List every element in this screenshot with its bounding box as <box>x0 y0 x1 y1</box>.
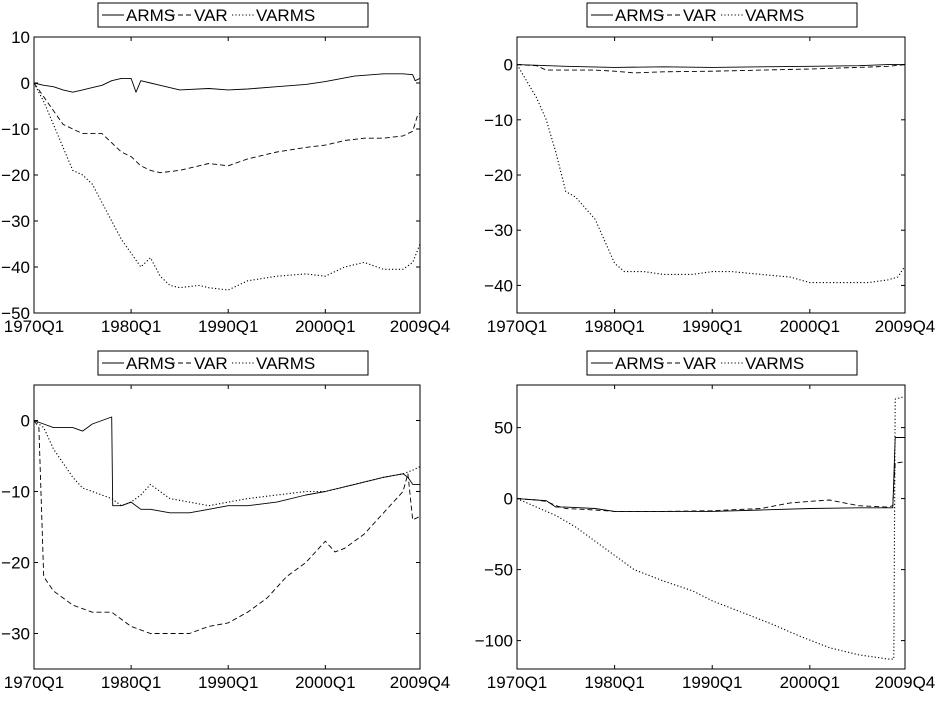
series-group <box>34 416 420 634</box>
x-tick-label: 2000Q1 <box>780 317 841 336</box>
legend-label-varms: VARMS <box>745 6 804 25</box>
y-tick-label: 10 <box>11 28 30 47</box>
y-tick-label: −100 <box>475 632 513 651</box>
y-tick-label: −20 <box>1 166 30 185</box>
x-tick-label: 2000Q1 <box>780 673 841 692</box>
series-line-var <box>517 461 905 512</box>
legend-label-var: VAR <box>194 354 228 373</box>
y-tick-label: 0 <box>21 412 30 431</box>
y-tick-label: −50 <box>1 304 30 323</box>
series-line-varms <box>34 420 420 507</box>
series-line-arms <box>34 416 420 514</box>
legend-label-arms: ARMS <box>126 6 175 25</box>
y-tick-label: 0 <box>21 74 30 93</box>
x-tick-label: 1970Q1 <box>4 673 65 692</box>
x-tick-label: 1980Q1 <box>584 317 645 336</box>
legend: ARMS VAR VARMS <box>97 2 369 28</box>
x-tick-label: 2009Q4 <box>390 673 451 692</box>
series-line-arms <box>517 64 905 68</box>
y-tick-label: −10 <box>484 111 513 130</box>
y-tick-label: 0 <box>504 490 513 509</box>
legend: ARMS VAR VARMS <box>97 350 369 376</box>
plot-area-frame <box>33 36 421 314</box>
y-tick-label: −40 <box>484 276 513 295</box>
x-tick-label: 1970Q1 <box>487 317 548 336</box>
series-line-varms <box>34 82 420 291</box>
legend-label-varms: VARMS <box>256 6 315 25</box>
y-tick-label: −10 <box>1 120 30 139</box>
x-tick-label: 1970Q1 <box>4 317 65 336</box>
legend-label-varms: VARMS <box>256 354 315 373</box>
chart-panel-4: 50 0 −50 −100 1970Q1 1980Q1 1990Q1 2000Q1 2009Q4… <box>475 350 936 692</box>
legend-label-var: VAR <box>194 6 228 25</box>
legend-label-var: VAR <box>683 354 717 373</box>
x-tick-label: 2000Q1 <box>295 317 356 336</box>
legend-label-arms: ARMS <box>615 354 664 373</box>
x-tick-label: 1990Q1 <box>682 317 743 336</box>
x-tick-label: 2009Q4 <box>875 317 936 336</box>
series-group <box>34 73 420 291</box>
plot-area-frame <box>516 36 906 314</box>
series-line-var <box>34 420 420 634</box>
x-tick-label: 1970Q1 <box>487 673 548 692</box>
y-tick-label: −10 <box>1 483 30 502</box>
y-tick-label: −30 <box>1 212 30 231</box>
y-tick-label: −30 <box>484 221 513 240</box>
x-tick-label: 1990Q1 <box>198 317 259 336</box>
series-line-arms <box>517 437 905 512</box>
legend-label-arms: ARMS <box>126 354 175 373</box>
legend-label-varms: VARMS <box>745 354 804 373</box>
plot-area-frame <box>516 384 906 670</box>
legend-label-var: VAR <box>683 6 717 25</box>
legend-label-arms: ARMS <box>615 6 664 25</box>
y-tick-label: −50 <box>484 561 513 580</box>
y-tick-label: 50 <box>494 419 513 438</box>
y-tick-label: −40 <box>1 258 30 277</box>
plot-area-frame <box>33 384 421 670</box>
series-line-arms <box>34 73 420 93</box>
x-tick-label: 2009Q4 <box>390 317 451 336</box>
series-group <box>517 64 905 284</box>
y-tick-label: −20 <box>484 166 513 185</box>
x-tick-label: 2000Q1 <box>295 673 356 692</box>
chart-panel-3: 0 −10 −20 −30 1970Q1 1980Q1 1990Q1 2000Q1 2009Q4… <box>1 350 451 692</box>
x-tick-label: 1980Q1 <box>584 673 645 692</box>
x-tick-label: 1980Q1 <box>101 673 162 692</box>
x-tick-label: 1990Q1 <box>682 673 743 692</box>
legend: ARMS VAR VARMS <box>586 2 858 28</box>
x-tick-label: 2009Q4 <box>875 673 936 692</box>
series-line-var <box>517 64 905 74</box>
series-group <box>517 395 905 660</box>
y-tick-label: −30 <box>1 625 30 644</box>
legend: ARMS VAR VARMS <box>586 350 858 376</box>
chart-panel-2: 0 −10 −20 −30 −40 1970Q1 1980Q1 1990Q1 2000Q1 200… <box>484 2 936 336</box>
series-line-varms <box>517 64 905 284</box>
y-tick-label: −20 <box>1 554 30 573</box>
series-line-var <box>34 82 420 174</box>
y-tick-label: 0 <box>504 56 513 75</box>
x-tick-label: 1990Q1 <box>198 673 259 692</box>
series-line-varms <box>517 395 905 660</box>
x-tick-label: 1980Q1 <box>101 317 162 336</box>
